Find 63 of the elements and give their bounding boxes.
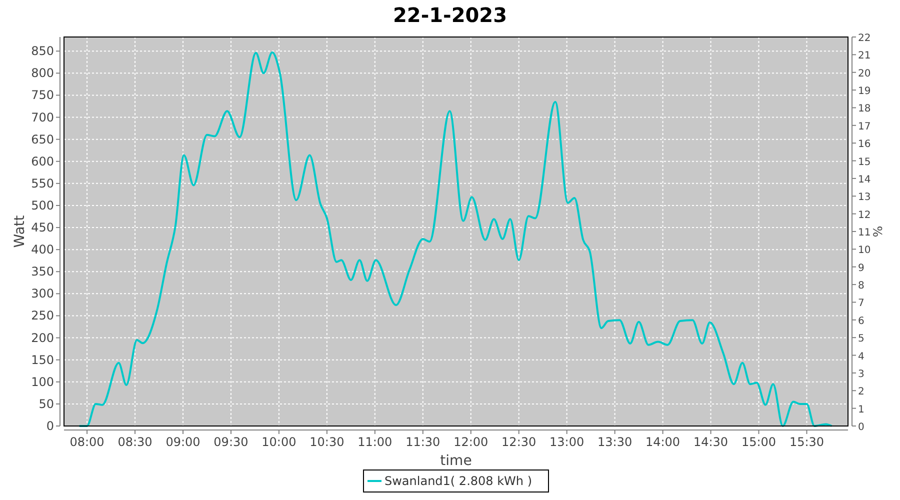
x-tick-label: 11:30 [406, 435, 440, 449]
x-tick-label: 09:30 [214, 435, 248, 449]
y-tick-label: 550 [31, 176, 54, 190]
x-tick-label: 09:00 [166, 435, 200, 449]
y-tick-label: 700 [31, 110, 54, 124]
y2-tick-label: 20 [858, 68, 871, 80]
y-tick-label: 450 [31, 220, 54, 235]
y-tick-label: 400 [31, 242, 54, 257]
y2-tick-label: 22 [858, 33, 871, 44]
y2-tick-label: 7 [858, 298, 864, 310]
legend-label: Swanland1( 2.808 kWh ) [384, 474, 532, 488]
y2-tick-label: 4 [858, 351, 864, 362]
chart-title: 22-1-2023 [392, 3, 508, 27]
y2-tick-label: 12 [858, 210, 871, 221]
x-tick-label: 15:30 [789, 435, 824, 449]
y2-tick-label: 13 [858, 192, 871, 204]
y-tick-label: 600 [31, 154, 54, 168]
y2-tick-label: 6 [858, 316, 864, 327]
y-tick-label: 750 [31, 88, 54, 102]
y2-tick-label: 0 [858, 422, 864, 433]
y2-tick-label: 8 [858, 280, 864, 292]
y-tick-label: 0 [46, 419, 54, 433]
x-tick-label: 14:30 [693, 435, 728, 449]
y2-tick-label: 14 [858, 174, 871, 186]
y2-tick-label: 2 [858, 386, 864, 398]
y2-tick-label: 17 [858, 121, 871, 132]
y2-tick-label: 18 [858, 104, 871, 115]
x-tick-label: 10:00 [262, 435, 296, 449]
y-tick-label: 850 [31, 44, 54, 58]
y2-tick-label: 15 [858, 156, 871, 168]
x-tick-label: 12:00 [454, 435, 488, 449]
y-tick-label: 500 [31, 198, 54, 212]
y-tick-label: 300 [31, 286, 54, 301]
y-tick-label: 800 [31, 66, 54, 80]
y-tick-label: 350 [31, 264, 54, 279]
x-tick-label: 10:30 [310, 435, 344, 449]
x-tick-label: 08:00 [70, 435, 104, 449]
x-tick-label: 13:30 [598, 435, 632, 449]
y2-tick-label: 1 [858, 404, 864, 416]
y2-tick-label: 21 [858, 50, 871, 62]
x-tick-label: 13:00 [550, 435, 584, 449]
x-axis-title: time [440, 453, 472, 469]
y2-tick-label: 9 [858, 262, 864, 274]
y-tick-label: 150 [31, 352, 54, 367]
y-axis-title: Watt [12, 214, 28, 248]
y-tick-label: 100 [31, 374, 54, 389]
x-tick-label: 08:30 [118, 435, 152, 449]
y2-tick-label: 16 [858, 139, 871, 150]
x-tick-label: 11:00 [358, 435, 392, 449]
line-series [78, 51, 833, 427]
x-tick-label: 15:00 [741, 435, 776, 449]
y2-axis-title: % [871, 226, 885, 238]
y-tick-label: 250 [31, 308, 54, 323]
x-tick-label: 12:30 [502, 435, 536, 449]
y2-tick-label: 5 [858, 334, 864, 345]
y2-tick-label: 10 [858, 245, 871, 256]
y2-tick-label: 3 [858, 368, 864, 380]
y-tick-label: 50 [38, 396, 54, 411]
y2-tick-label: 19 [858, 86, 871, 98]
y2-tick-label: 11 [858, 228, 871, 238]
y-tick-label: 650 [31, 132, 54, 146]
y-tick-label: 200 [31, 330, 54, 345]
x-tick-label: 14:00 [646, 435, 680, 449]
